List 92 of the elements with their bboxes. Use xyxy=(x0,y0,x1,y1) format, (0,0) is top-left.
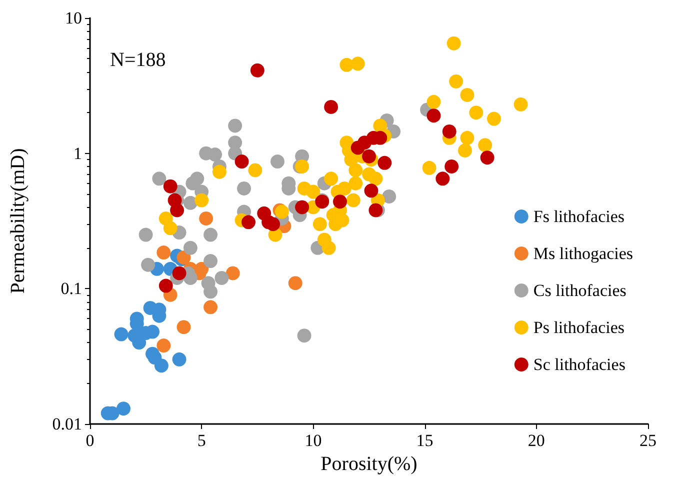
point xyxy=(295,200,310,214)
point xyxy=(297,328,312,343)
point xyxy=(422,160,436,175)
point xyxy=(306,184,320,199)
point xyxy=(158,278,173,293)
point xyxy=(212,164,226,179)
point xyxy=(237,181,252,196)
point xyxy=(295,159,310,174)
point xyxy=(480,150,494,165)
point xyxy=(190,172,204,186)
point xyxy=(324,100,338,114)
point xyxy=(337,181,352,196)
point xyxy=(446,36,461,50)
point xyxy=(250,63,264,78)
point xyxy=(449,74,464,88)
y-tick-label: 10 xyxy=(65,8,82,28)
point xyxy=(288,276,302,290)
point xyxy=(170,203,184,218)
point xyxy=(426,94,441,109)
x-tick-label: 15 xyxy=(416,431,434,450)
point xyxy=(183,270,198,285)
point xyxy=(114,327,128,342)
point xyxy=(154,358,168,373)
x-tick-label: 5 xyxy=(197,431,206,450)
point xyxy=(183,240,198,255)
point xyxy=(248,163,262,178)
y-tick-label: 1 xyxy=(74,144,82,163)
point xyxy=(241,215,256,230)
point xyxy=(436,172,450,186)
y-axis-title: Permeability(mD) xyxy=(7,148,29,294)
point xyxy=(458,143,472,158)
point xyxy=(478,138,492,152)
point xyxy=(194,193,209,208)
x-tick-label: 10 xyxy=(304,431,322,450)
point xyxy=(266,217,280,232)
point xyxy=(214,270,229,285)
legend-label: Ms lithogacies xyxy=(533,244,634,263)
point xyxy=(156,338,171,353)
y-tick-label: 0.1 xyxy=(60,279,82,298)
legend-label: Cs lithofacies xyxy=(533,281,626,300)
point xyxy=(322,240,336,255)
x-tick-label: 25 xyxy=(640,431,656,450)
point xyxy=(228,118,242,133)
x-tick-label: 20 xyxy=(528,431,545,450)
point xyxy=(116,402,130,416)
point xyxy=(460,130,474,145)
point xyxy=(152,172,166,186)
point xyxy=(460,88,474,102)
point xyxy=(234,154,249,169)
point xyxy=(163,179,178,194)
point xyxy=(348,163,363,178)
point xyxy=(368,172,383,186)
point xyxy=(362,149,376,164)
point xyxy=(204,254,218,268)
point xyxy=(208,148,222,162)
point xyxy=(141,258,156,272)
legend-label: Fs lithofacies xyxy=(533,207,625,226)
point xyxy=(183,196,198,210)
point xyxy=(426,108,441,123)
x-tick-label: 0 xyxy=(86,431,94,450)
legend-label: Ps lithofacies xyxy=(533,318,625,337)
point xyxy=(469,106,484,120)
point xyxy=(226,266,240,280)
point xyxy=(333,194,347,209)
point xyxy=(350,56,365,71)
y-tick-label: 0.01 xyxy=(52,414,82,434)
point xyxy=(382,189,396,204)
point xyxy=(172,352,186,366)
point xyxy=(199,212,214,226)
point xyxy=(156,246,171,260)
point xyxy=(138,228,153,242)
point xyxy=(163,221,178,236)
point xyxy=(194,262,209,276)
point xyxy=(442,124,456,138)
point xyxy=(346,193,360,208)
point xyxy=(172,266,186,280)
legend-label: Sc lithofacies xyxy=(533,355,626,374)
point xyxy=(378,156,392,170)
x-axis-title: Porosity(%) xyxy=(320,453,418,475)
point xyxy=(204,284,218,299)
point xyxy=(176,320,191,334)
annotation: N=188 xyxy=(110,49,166,71)
point xyxy=(487,112,501,126)
point xyxy=(204,228,218,242)
point xyxy=(312,217,327,232)
point xyxy=(204,300,218,314)
point xyxy=(364,184,378,198)
point xyxy=(514,97,528,112)
point xyxy=(270,154,284,169)
point xyxy=(324,172,338,186)
point xyxy=(444,159,459,174)
point xyxy=(348,176,363,190)
